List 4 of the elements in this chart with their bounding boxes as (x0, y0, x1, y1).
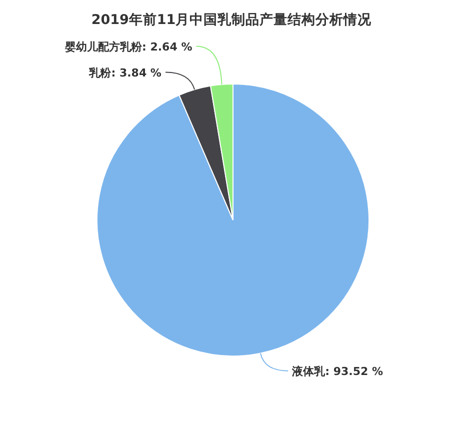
chart-title: 2019年前11月中国乳制品产量结构分析情况 (91, 11, 373, 28)
slice-label: 液体乳: 93.52 % (291, 364, 384, 378)
slice-label: 婴幼儿配方乳粉: 2.64 % (64, 40, 192, 54)
slice-label: 乳粉: 3.84 % (88, 66, 162, 80)
